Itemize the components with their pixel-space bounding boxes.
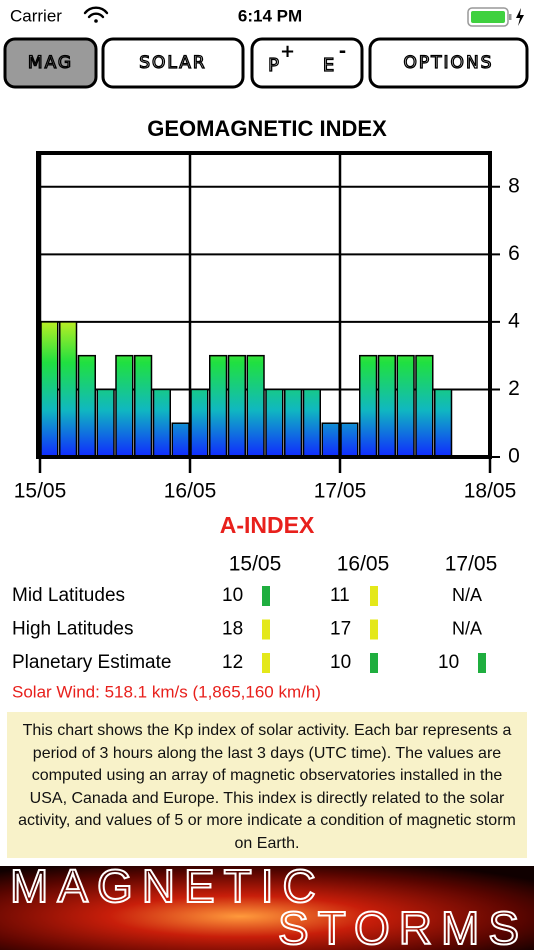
y-tick-label: 6	[508, 242, 520, 265]
tab-label[interactable]: P	[267, 54, 279, 76]
tab-label[interactable]: OPTIONS	[403, 52, 494, 73]
tab-label[interactable]: -	[339, 41, 346, 62]
bar	[152, 388, 171, 458]
tab[interactable]: P+ E-	[250, 37, 364, 89]
clock: 6:14 PM	[238, 6, 302, 25]
tab-button[interactable]	[3, 37, 98, 89]
tab[interactable]: OPTIONS	[368, 37, 529, 89]
chart-title: GEOMAGNETIC INDEX	[147, 116, 387, 141]
y-tick-label: 4	[508, 309, 520, 332]
tab-button[interactable]	[250, 37, 364, 89]
y-tick-label: 2	[508, 377, 520, 400]
bar	[40, 321, 59, 458]
tab[interactable]: MAG	[3, 37, 98, 89]
level-indicator	[370, 586, 378, 606]
wifi-icon	[83, 6, 109, 23]
banner-line: STORMS	[278, 902, 528, 950]
tab-button[interactable]	[101, 37, 245, 89]
bar	[340, 422, 359, 458]
cell-value: N/A	[452, 585, 482, 605]
row-label: Mid Latitudes	[12, 585, 125, 606]
column-header: 17/05	[445, 553, 498, 576]
cell-value: 10	[438, 652, 459, 673]
x-tick-label: 16/05	[164, 480, 217, 503]
cell-value: 11	[330, 585, 350, 606]
tab-label[interactable]: SOLAR	[139, 52, 206, 73]
level-indicator	[262, 653, 270, 673]
bar	[434, 388, 453, 458]
column-header: 16/05	[337, 553, 390, 576]
level-indicator	[370, 653, 378, 673]
bar	[396, 354, 415, 458]
row-label: Planetary Estimate	[12, 652, 171, 673]
bar	[190, 388, 209, 458]
x-tick-label: 18/05	[464, 480, 517, 503]
tab-label[interactable]: MAG	[27, 52, 73, 73]
bar	[265, 388, 284, 458]
banner-line: MAGNETIC	[10, 860, 325, 912]
row-label: High Latitudes	[12, 619, 133, 640]
bar	[134, 354, 153, 458]
bar	[171, 422, 190, 458]
banner	[0, 866, 534, 950]
bar	[302, 388, 321, 458]
cell-value: 17	[330, 619, 351, 640]
x-tick-label: 15/05	[14, 480, 67, 503]
tab-label[interactable]: E	[322, 54, 335, 76]
bar	[96, 388, 115, 458]
bar	[227, 354, 246, 458]
a-index-title: A-INDEX	[220, 512, 315, 538]
description: This chart shows the Kp index of solar a…	[7, 712, 527, 858]
x-tick-label: 17/05	[314, 480, 367, 503]
plot-frame	[36, 151, 492, 459]
carrier: Carrier	[10, 6, 62, 25]
tab-label[interactable]: +	[280, 41, 295, 62]
level-indicator	[370, 619, 378, 640]
bar	[209, 354, 228, 458]
level-indicator	[478, 653, 486, 673]
bar	[59, 321, 78, 458]
bar	[284, 388, 303, 458]
cell-value: 10	[222, 585, 243, 606]
bar	[377, 354, 396, 458]
y-tick-label: 8	[508, 174, 520, 197]
bar	[246, 354, 265, 458]
battery-icon	[467, 7, 524, 27]
solar-wind: Solar Wind: 518.1 km/s (1,865,160 km/h)	[12, 682, 321, 701]
cell-value: 18	[222, 619, 243, 640]
cell-value: N/A	[452, 618, 482, 638]
bar	[321, 422, 340, 458]
column-header: 15/05	[229, 553, 282, 576]
cell-value: 12	[222, 652, 243, 673]
level-indicator	[262, 586, 270, 606]
level-indicator	[262, 619, 270, 640]
bar	[77, 354, 96, 458]
y-tick-label: 0	[508, 445, 520, 468]
bar	[415, 354, 434, 458]
bar	[115, 354, 134, 458]
cell-value: 10	[330, 652, 351, 673]
tab-button[interactable]	[368, 37, 529, 89]
tab[interactable]: SOLAR	[101, 37, 245, 89]
bar	[359, 354, 378, 458]
